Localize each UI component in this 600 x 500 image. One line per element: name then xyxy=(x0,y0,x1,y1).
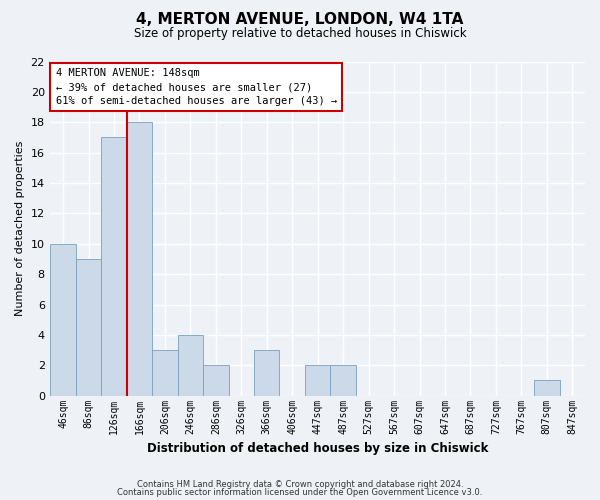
Bar xyxy=(50,244,76,396)
Bar xyxy=(178,335,203,396)
Bar xyxy=(254,350,280,396)
Text: Contains HM Land Registry data © Crown copyright and database right 2024.: Contains HM Land Registry data © Crown c… xyxy=(137,480,463,489)
Bar xyxy=(534,380,560,396)
Text: 4, MERTON AVENUE, LONDON, W4 1TA: 4, MERTON AVENUE, LONDON, W4 1TA xyxy=(136,12,464,28)
Text: 4 MERTON AVENUE: 148sqm
← 39% of detached houses are smaller (27)
61% of semi-de: 4 MERTON AVENUE: 148sqm ← 39% of detache… xyxy=(56,68,337,106)
Bar xyxy=(127,122,152,396)
Bar xyxy=(76,259,101,396)
Bar xyxy=(305,366,331,396)
Bar xyxy=(203,366,229,396)
Bar xyxy=(101,138,127,396)
Bar xyxy=(331,366,356,396)
Bar xyxy=(152,350,178,396)
Y-axis label: Number of detached properties: Number of detached properties xyxy=(15,141,25,316)
Text: Size of property relative to detached houses in Chiswick: Size of property relative to detached ho… xyxy=(134,28,466,40)
Text: Contains public sector information licensed under the Open Government Licence v3: Contains public sector information licen… xyxy=(118,488,482,497)
X-axis label: Distribution of detached houses by size in Chiswick: Distribution of detached houses by size … xyxy=(147,442,488,455)
